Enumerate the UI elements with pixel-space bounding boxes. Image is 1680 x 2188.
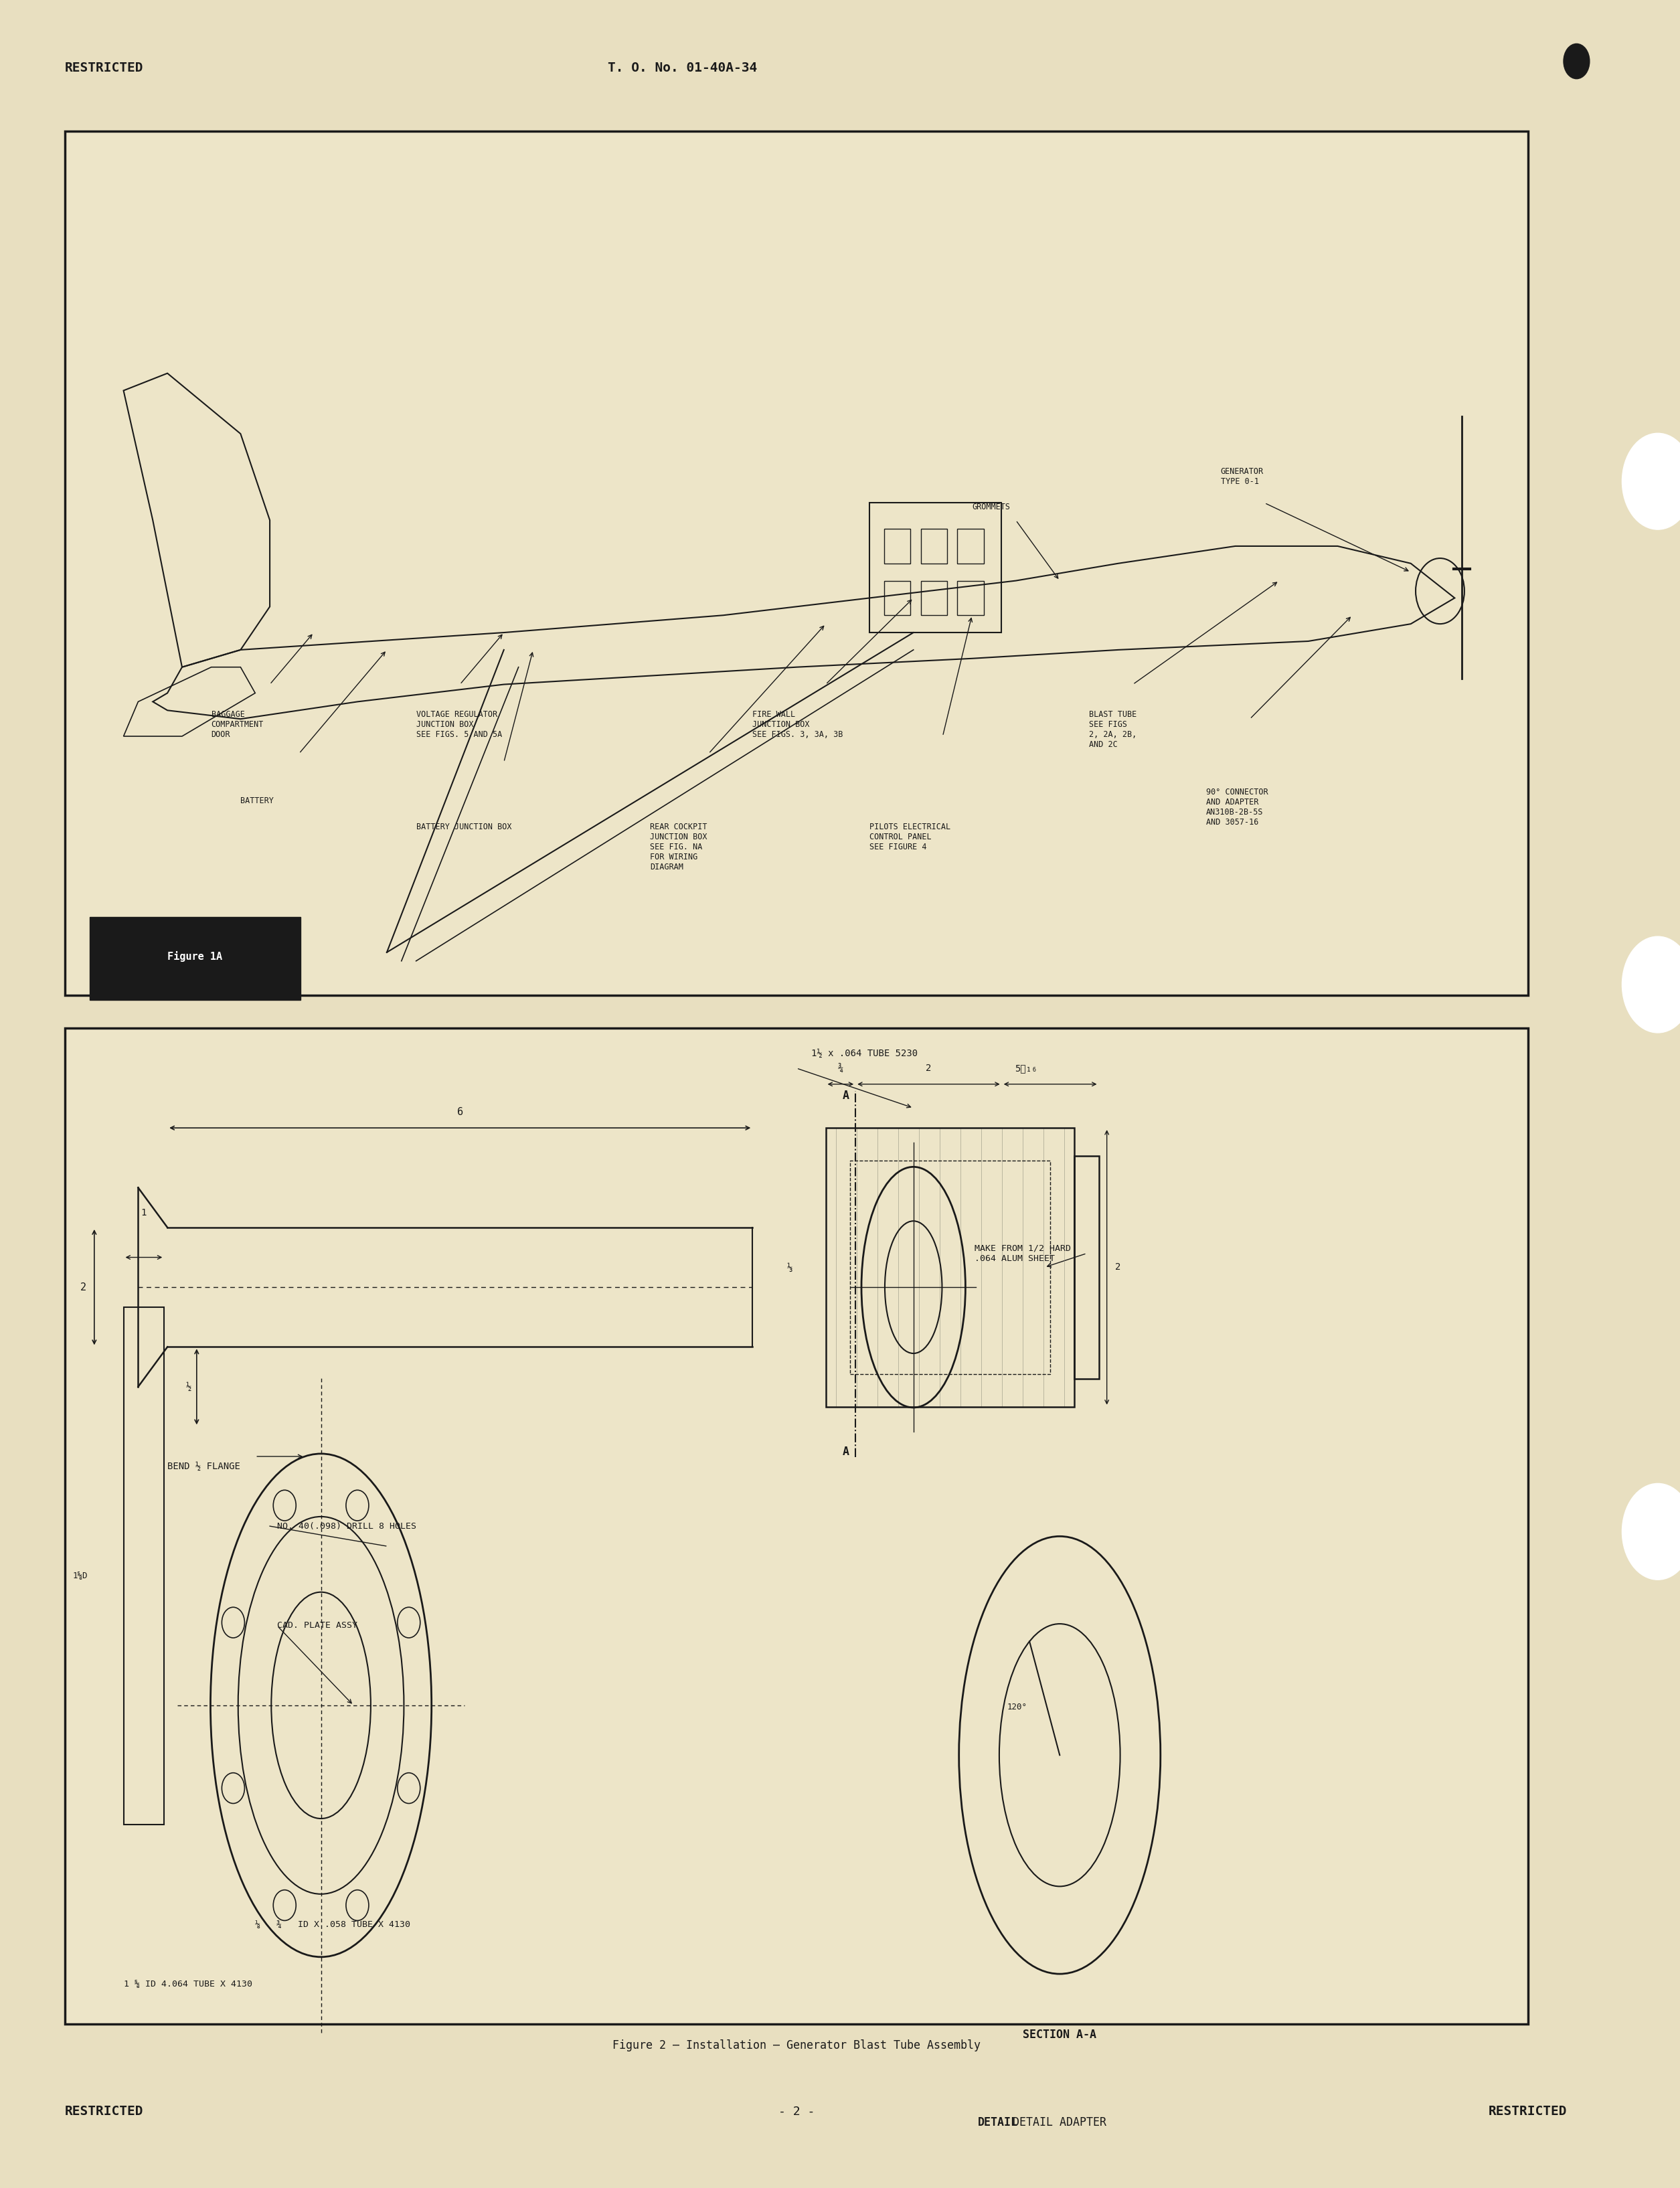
Text: 120°: 120° [1006,1702,1026,1711]
Text: PILOTS ELECTRICAL
CONTROL PANEL
SEE FIGURE 4: PILOTS ELECTRICAL CONTROL PANEL SEE FIGU… [870,823,951,851]
Text: - 2 -: - 2 - [778,2105,815,2118]
Text: GENERATOR
TYPE 0-1: GENERATOR TYPE 0-1 [1221,466,1263,486]
Text: Figure 1A: Figure 1A [168,952,222,961]
Text: A: A [842,1446,848,1457]
Circle shape [1623,1483,1680,1580]
Text: RESTRICTED: RESTRICTED [1488,2105,1567,2118]
Text: BLAST TUBE
SEE FIGS
2, 2A, 2B,
AND 2C: BLAST TUBE SEE FIGS 2, 2A, 2B, AND 2C [1089,711,1137,748]
Text: Figure 2 – Installation – Generator Blast Tube Assembly: Figure 2 – Installation – Generator Blas… [612,2039,981,2052]
Text: 2: 2 [81,1282,86,1293]
Text: SECTION A-A: SECTION A-A [1023,2028,1097,2041]
Text: DETAIL ADAPTER: DETAIL ADAPTER [1013,2116,1107,2129]
Bar [1074,1155,1099,1378]
Text: 2: 2 [1116,1262,1121,1271]
Text: DETAIL: DETAIL [978,2116,1018,2129]
Text: 2: 2 [926,1063,931,1072]
Text: BAGGAGE
COMPARTMENT
DOOR: BAGGAGE COMPARTMENT DOOR [212,711,264,740]
FancyBboxPatch shape [89,917,301,1000]
Text: 1⅝D: 1⅝D [72,1571,87,1580]
Text: 1 ⅝ ID 4.064 TUBE X 4130: 1 ⅝ ID 4.064 TUBE X 4130 [124,1980,252,1989]
Text: MAKE FROM 1/2 HARD
.064 ALUM SHEET: MAKE FROM 1/2 HARD .064 ALUM SHEET [974,1245,1072,1262]
Text: 90° CONNECTOR
AND ADAPTER
AN310B-2B-5S
AND 3057-16: 90° CONNECTOR AND ADAPTER AN310B-2B-5S A… [1206,788,1268,827]
Text: A: A [842,1090,848,1101]
FancyBboxPatch shape [66,131,1527,996]
Text: BATTERY JUNCTION BOX: BATTERY JUNCTION BOX [417,823,511,831]
Text: RESTRICTED: RESTRICTED [66,61,144,74]
Text: RESTRICTED: RESTRICTED [66,2105,144,2118]
Circle shape [1623,936,1680,1033]
Text: BATTERY: BATTERY [240,796,274,805]
Text: VOLTAGE REGULATOR
JUNCTION BOX
SEE FIGS. 5 AND 5A: VOLTAGE REGULATOR JUNCTION BOX SEE FIGS.… [417,711,502,740]
Text: REAR COCKPIT
JUNCTION BOX
SEE FIG. NA
FOR WIRING
DIAGRAM: REAR COCKPIT JUNCTION BOX SEE FIG. NA FO… [650,823,707,871]
Text: GROMMETS: GROMMETS [973,503,1010,512]
Text: NO. 40(.098) DRILL 8 HOLES: NO. 40(.098) DRILL 8 HOLES [277,1523,417,1529]
Circle shape [1564,44,1589,79]
Text: FIRE WALL
JUNCTION BOX
SEE FIGS. 3, 3A, 3B: FIRE WALL JUNCTION BOX SEE FIGS. 3, 3A, … [753,711,843,740]
Text: 5⁄₁₆: 5⁄₁₆ [1015,1063,1037,1072]
Text: ⅓: ⅓ [788,1262,793,1271]
Text: CAD. PLATE ASSY: CAD. PLATE ASSY [277,1621,358,1630]
Text: 6: 6 [457,1107,464,1116]
Text: BEND ½ FLANGE: BEND ½ FLANGE [168,1462,240,1470]
Text: ¾: ¾ [838,1063,843,1072]
Bar [850,1160,1050,1374]
Bar [124,1306,165,1825]
Text: ⅛   ¾   ID X .058 TUBE X 4130: ⅛ ¾ ID X .058 TUBE X 4130 [255,1921,410,1928]
Text: 1: 1 [141,1208,146,1217]
Bar [825,1127,1074,1407]
Text: 1½ x .064 TUBE 5230: 1½ x .064 TUBE 5230 [811,1048,917,1059]
FancyBboxPatch shape [66,1028,1527,2024]
Text: T. O. No. 01-40A-34: T. O. No. 01-40A-34 [608,61,758,74]
Circle shape [1623,433,1680,529]
Text: ½: ½ [186,1383,192,1392]
